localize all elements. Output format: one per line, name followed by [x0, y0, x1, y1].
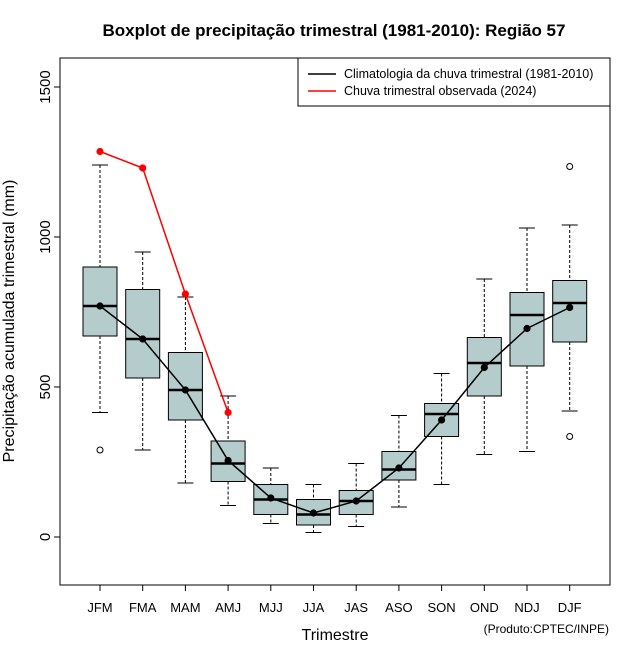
x-tick-label: JFM	[87, 600, 112, 615]
box-iqr	[125, 289, 161, 379]
box-DJF	[552, 163, 588, 440]
legend: Climatologia da chuva trimestral (1981-2…	[297, 57, 611, 107]
box-iqr	[552, 280, 588, 343]
box-JFM	[82, 164, 118, 454]
legend-box	[297, 57, 611, 107]
series-point	[224, 408, 232, 417]
series-point	[139, 335, 147, 343]
series-point	[139, 164, 147, 172]
x-tick-label: MJJ	[259, 600, 283, 615]
legend-label-climatology: Climatologia da chuva trimestral (1981-2…	[344, 67, 593, 81]
x-tick-label: SON	[428, 600, 456, 615]
series-point	[523, 324, 531, 333]
credit-text: (Produto:CPTEC/INPE)	[484, 622, 609, 636]
x-tick-label: AMJ	[215, 600, 241, 615]
y-axis-title: Precipitação acumulada trimestral (mm)	[1, 180, 18, 463]
x-tick-label: ASO	[385, 600, 412, 615]
chart-title: Boxplot de precipitação trimestral (1981…	[103, 21, 566, 40]
series-point	[96, 302, 104, 310]
y-tick-label: 500	[37, 374, 54, 399]
box-FMA	[125, 251, 161, 451]
box-ASO	[381, 415, 417, 508]
series-line	[99, 150, 229, 413]
y-tick-label: 1500	[37, 70, 54, 103]
box-iqr	[82, 266, 118, 337]
series-point	[181, 386, 189, 394]
series-point	[309, 509, 318, 517]
outlier-point	[566, 433, 574, 440]
series-point	[224, 456, 232, 465]
outlier-point	[96, 446, 104, 454]
x-axis: JFM FMA MAM AMJ MJJ JJA JAS ASO SON OND NDJ DJF	[87, 585, 582, 615]
y-tick-label: 1000	[37, 220, 54, 253]
series-point	[181, 290, 189, 298]
x-tick-label: OND	[470, 600, 499, 615]
series-point	[96, 147, 104, 156]
box-JAS	[338, 463, 374, 527]
series-point	[438, 416, 446, 424]
outlier-point	[566, 163, 574, 170]
series-point	[480, 363, 488, 372]
y-axis: 0 500 1000 1500	[37, 70, 60, 541]
series-point	[352, 497, 360, 505]
box-SON	[424, 373, 460, 485]
series-line	[99, 305, 571, 514]
x-tick-label: NDJ	[514, 600, 539, 615]
x-axis-title: Trimestre	[302, 627, 369, 644]
series-point	[267, 494, 275, 502]
legend-label-observed: Chuva trimestral observada (2024)	[344, 84, 536, 98]
y-tick-label: 0	[37, 533, 54, 541]
series-observed	[96, 147, 232, 417]
x-tick-label: JJA	[303, 600, 325, 615]
x-tick-label: FMA	[129, 600, 157, 615]
series-point	[395, 464, 403, 472]
x-tick-label: JAS	[344, 600, 368, 615]
series-climatology	[96, 302, 574, 517]
x-tick-label: MAM	[170, 600, 200, 615]
series-point	[566, 303, 574, 312]
box-OND	[466, 278, 502, 455]
boxes-layer	[82, 163, 588, 533]
x-tick-label: DJF	[558, 600, 582, 615]
series-layer	[96, 147, 574, 517]
